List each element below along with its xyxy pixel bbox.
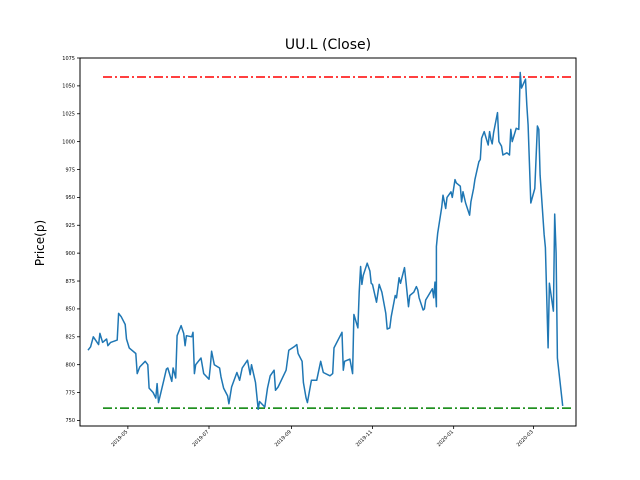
y-tick-label: 850	[65, 307, 75, 313]
y-axis-label: Price(p)	[33, 220, 47, 266]
reference-lines	[103, 76, 573, 409]
y-tick-label: 775	[65, 390, 75, 396]
plot-frame	[79, 57, 577, 427]
y-axis: 750 775 800 825 850 875 900 925 950 975 1000 1025 10…	[62, 56, 80, 424]
series-line	[87, 71, 564, 411]
y-tick-label: 975	[65, 167, 75, 173]
y-tick-label: 825	[65, 335, 75, 341]
y-tick-label: 900	[65, 251, 75, 257]
y-tick-label: 1050	[62, 84, 75, 90]
series-layer	[87, 71, 564, 411]
y-tick-label: 1075	[62, 56, 75, 62]
y-tick-label: 800	[65, 362, 75, 368]
y-tick-label: 750	[65, 418, 75, 424]
y-tick-label: 1000	[62, 139, 75, 145]
y-tick-label: 925	[65, 223, 75, 229]
chart-title: UU.L (Close)	[285, 37, 371, 53]
y-tick-label: 875	[65, 279, 75, 285]
y-tick-label: 950	[65, 195, 75, 201]
y-tick-label: 1025	[62, 112, 75, 118]
